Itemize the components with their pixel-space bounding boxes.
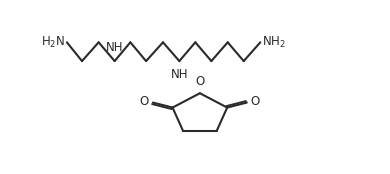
- Text: O: O: [195, 75, 204, 88]
- Text: O: O: [140, 95, 149, 108]
- Text: O: O: [251, 95, 260, 108]
- Text: H$_2$N: H$_2$N: [41, 35, 65, 50]
- Text: NH: NH: [170, 68, 188, 81]
- Text: NH: NH: [106, 41, 123, 54]
- Text: NH$_2$: NH$_2$: [262, 35, 286, 50]
